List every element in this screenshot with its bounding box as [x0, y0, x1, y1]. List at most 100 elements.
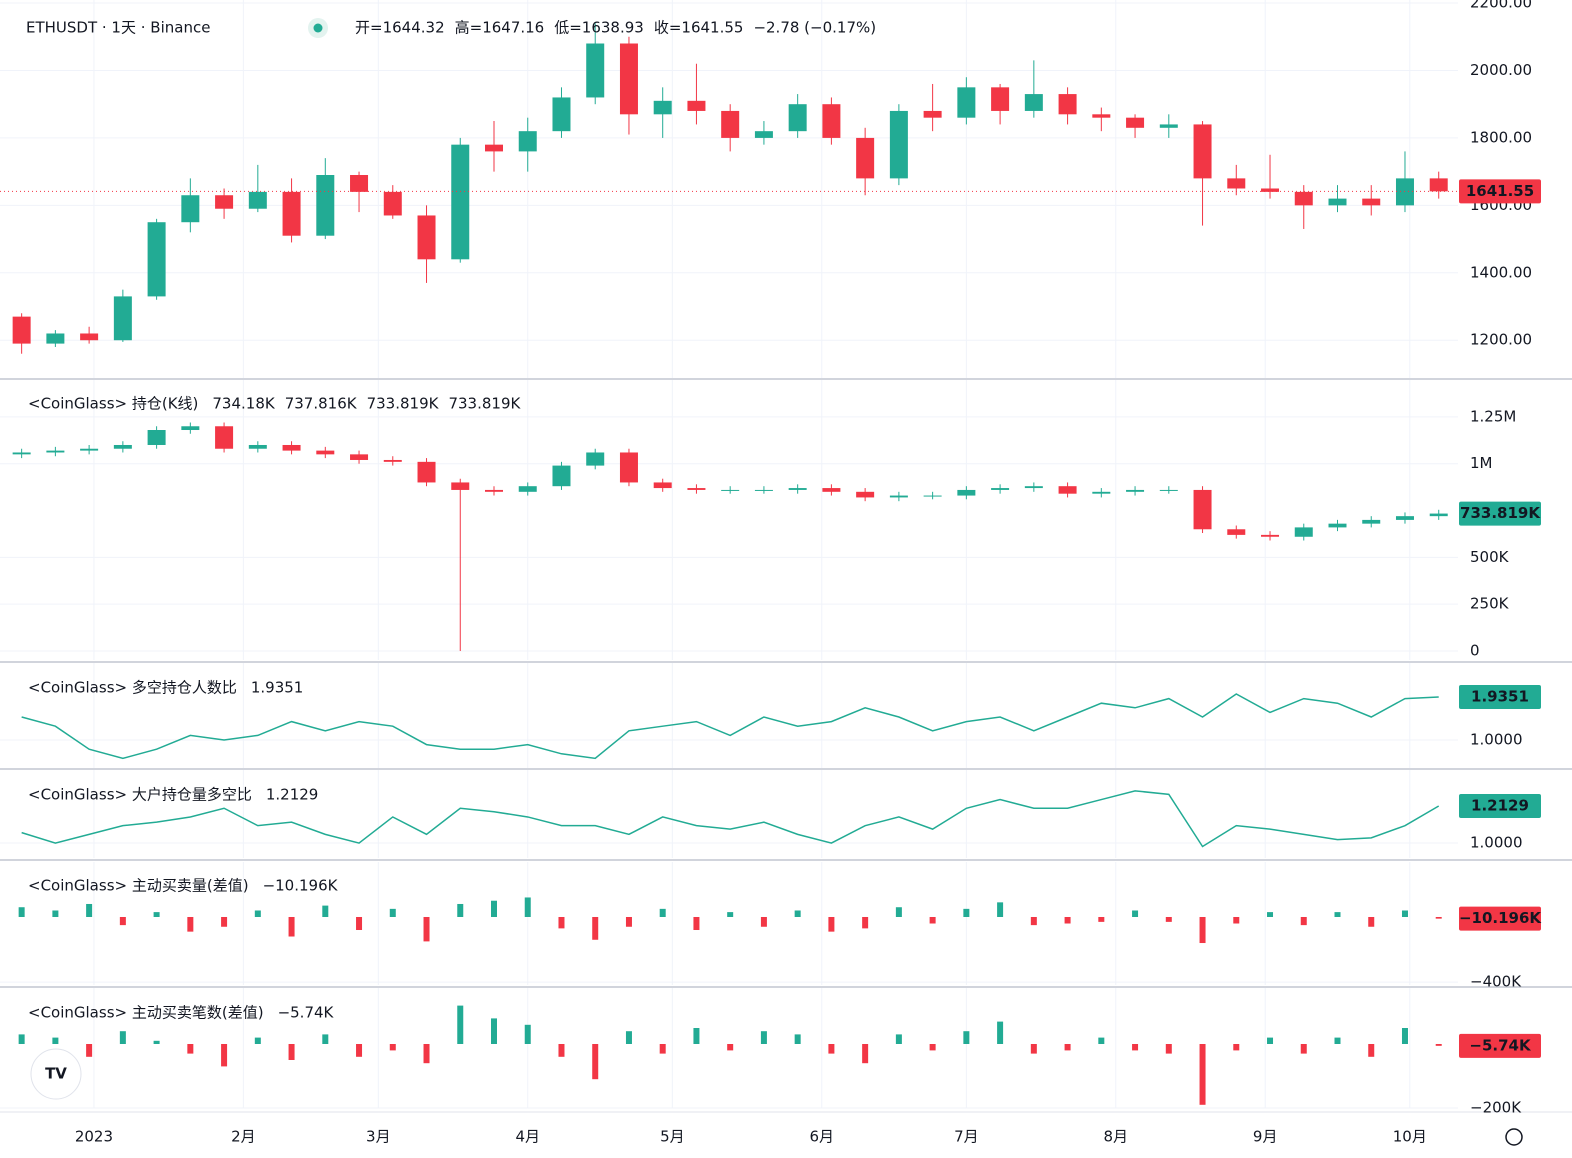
bar — [1199, 916, 1206, 944]
bar — [895, 1034, 902, 1044]
candle-body — [181, 195, 200, 223]
bar — [1435, 1044, 1442, 1046]
header-text: <CoinGlass> 持仓(K线) — [28, 395, 198, 413]
candle-body — [417, 461, 436, 483]
bar — [1030, 916, 1037, 926]
bar — [1165, 1044, 1172, 1054]
candle-body — [1058, 486, 1077, 494]
candle-body — [350, 454, 369, 460]
bar — [119, 916, 126, 926]
candle-body — [451, 482, 470, 490]
bar — [86, 903, 93, 917]
layout: TV — [0, 18, 1572, 1146]
x-tick-label: 2023 — [75, 1128, 113, 1146]
candle-body — [822, 488, 841, 492]
last-value-label: 1.2129 — [1471, 797, 1529, 815]
bar — [187, 1044, 194, 1054]
candle-body — [856, 137, 875, 179]
candle-body — [721, 489, 740, 491]
candle-body — [1362, 519, 1381, 524]
bar — [592, 916, 599, 940]
last-value-label: −5.74K — [1469, 1036, 1532, 1054]
bar — [18, 907, 25, 917]
header-text: <CoinGlass> 主动买卖笔数(差值) — [28, 1004, 264, 1022]
candle-body — [215, 195, 234, 209]
bar — [963, 908, 970, 917]
x-tick-label: 2月 — [231, 1128, 256, 1146]
candle-body — [1024, 486, 1043, 489]
candle-body — [417, 215, 436, 260]
pane: 0 250K 500K 1M 1.25M 733.819K — [0, 407, 1541, 660]
x-tick-label: 5月 — [660, 1128, 685, 1146]
bar — [558, 916, 565, 929]
candle-body — [788, 488, 807, 490]
bar — [862, 1044, 869, 1064]
bar — [288, 916, 295, 937]
y-tick-label: 1200.00 — [1470, 331, 1532, 349]
bar — [963, 1031, 970, 1044]
bar — [221, 916, 228, 927]
bar — [18, 1034, 25, 1044]
bar — [693, 1028, 700, 1044]
candle-body — [856, 491, 875, 498]
bar — [1064, 1044, 1071, 1051]
x-tick-label: 3月 — [366, 1128, 391, 1146]
bar — [322, 1034, 329, 1044]
bar — [288, 1044, 295, 1060]
bar — [997, 1021, 1004, 1044]
candle-body — [923, 110, 942, 118]
candle-body — [1294, 527, 1313, 537]
bar — [828, 1044, 835, 1054]
candle-body — [754, 489, 773, 491]
candle-body — [552, 97, 571, 132]
candle-body — [147, 222, 166, 297]
bar — [727, 912, 734, 917]
bar — [1267, 1037, 1274, 1044]
last-value-label: 1641.55 — [1466, 182, 1534, 200]
last-value-box — [1459, 906, 1541, 931]
bar — [862, 916, 869, 929]
candle-body — [687, 100, 706, 111]
pane: 1.0000 1.9351 — [0, 684, 1541, 760]
x-tick-label: 9月 — [1253, 1128, 1278, 1146]
bar — [86, 1044, 93, 1057]
header-text: 1.9351 — [251, 679, 304, 697]
y-tick-label: 2200.00 — [1470, 0, 1532, 12]
candle-body — [350, 175, 369, 192]
bar — [1132, 910, 1139, 917]
last-value-box — [1459, 501, 1541, 526]
header-text: 低= — [554, 19, 582, 37]
y-tick-label: 1400.00 — [1470, 263, 1532, 281]
y-tick-label: 1.25M — [1470, 407, 1516, 425]
candle-body — [721, 110, 740, 138]
x-tick-label: 10月 — [1393, 1128, 1427, 1146]
candle-body — [1193, 489, 1212, 530]
candle-body — [485, 489, 503, 492]
candle-body — [653, 482, 672, 489]
bar — [254, 1037, 261, 1044]
line — [21, 790, 1440, 848]
bar — [153, 912, 160, 917]
bar — [254, 910, 261, 917]
bar — [1233, 1044, 1240, 1051]
candle-body — [1159, 124, 1178, 128]
candle-body — [1429, 513, 1448, 517]
candle-body — [518, 131, 537, 152]
candle-body — [1092, 114, 1111, 118]
header-text: −10.196K — [263, 877, 339, 895]
candle-body — [46, 333, 65, 344]
bar — [1165, 916, 1172, 922]
candle-body — [383, 459, 402, 462]
candle-body — [80, 333, 99, 341]
candle-body — [1294, 191, 1313, 206]
bar — [389, 908, 396, 917]
pane: −200K −5.74K — [0, 1005, 1541, 1117]
bar — [659, 908, 666, 917]
candle-body — [1395, 178, 1414, 206]
header-text: −5.74K — [278, 1004, 335, 1022]
header-text: 733.819K — [448, 395, 521, 413]
last-value-label: −10.196K — [1459, 909, 1542, 927]
x-tick-label: 7月 — [954, 1128, 979, 1146]
candle-body — [1261, 188, 1280, 192]
bar — [1233, 916, 1240, 924]
